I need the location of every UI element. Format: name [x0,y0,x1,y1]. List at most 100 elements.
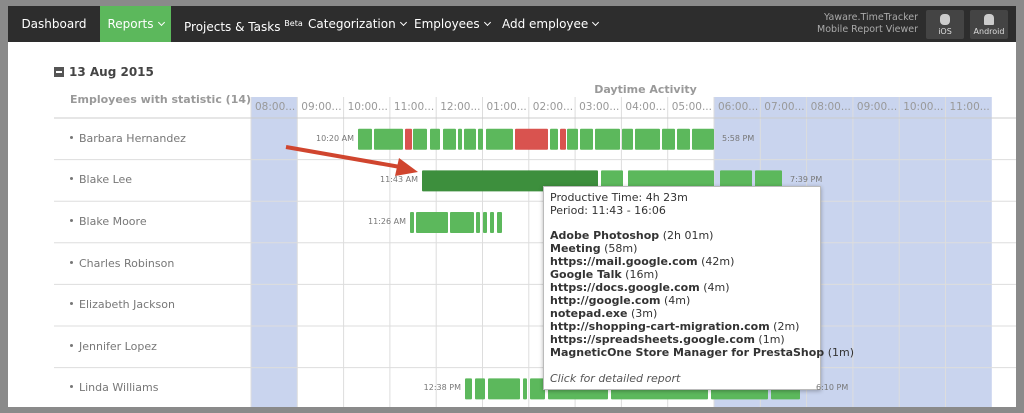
employee-label: Blake Lee [79,173,133,187]
employee-label: Jennifer Lopez [79,339,157,353]
nav-item[interactable]: Projects & Tasks Beta [184,6,303,42]
activity-segment [488,378,520,400]
hour-label: 10:00... [347,101,388,113]
app-time: (2h 01m) [662,229,714,242]
nav-item[interactable]: Reports [100,6,171,42]
hour-label: 11:00... [393,101,435,113]
app-entry: http://google.com (4m) [550,294,814,307]
activity-segment [692,128,714,150]
activity-segment [475,378,485,400]
start-time: 11:26 AM [368,217,406,226]
app-name: Google Talk [550,268,622,281]
employee-name: Barbara Hernandez [70,132,186,145]
employee-name: Blake Lee [70,173,132,186]
android-button[interactable]: Android [970,10,1008,39]
app-entry: https://spreadsheets.google.com (1m) [550,333,814,346]
platform-label[interactable]: iOS [938,27,952,36]
start-time: 11:43 AM [380,175,418,185]
nav-item[interactable]: Employees [414,6,491,42]
bullet [70,302,73,306]
nav-label[interactable]: Projects & Tasks [184,20,281,34]
app-name: https://spreadsheets.google.com [550,333,755,346]
app-name: MagneticOne Store Manager for PrestaShop [550,346,825,359]
app-entry: notepad.exe (3m) [550,307,814,320]
app-name: Adobe Photoshop [550,229,660,242]
app-time: (4m) [703,281,730,294]
nav-label[interactable]: Reports [107,17,154,31]
app-name: Meeting [550,242,601,255]
nav-item[interactable]: Add employee [502,6,600,42]
app-line: Yaware.TimeTracker [824,12,918,23]
nav-item[interactable]: Categorization [308,6,407,42]
app-name: http://shopping-cart-migration.com [550,320,770,333]
bullet [70,343,73,347]
date-header: 13 Aug 2015 [69,65,154,79]
nav-item[interactable]: Dashboard [8,6,100,42]
hour-label: 01:00... [486,101,527,113]
nav-label[interactable]: Categorization [308,17,396,31]
app-time: (1m) [827,346,854,359]
navbar: Dashboard Reports Projects & Tasks Beta … [8,6,1016,42]
nav-label[interactable]: Employees [414,17,480,31]
window: Dashboard Reports Projects & Tasks Beta … [8,6,1016,407]
activity-segment [560,128,566,150]
employee-label: Blake Moore [79,215,147,228]
activity-segment [413,128,427,150]
hour-label: 05:00... [671,101,712,113]
activity-segment [677,128,690,150]
activity-segment [595,128,620,150]
app-entry: Adobe Photoshop (2h 01m) [550,229,814,242]
bullet [70,219,73,222]
hour-label: 07:00... [764,101,805,113]
app-entry: Google Talk (16m) [550,268,814,281]
app-time: (16m) [625,268,659,281]
activity-segment [430,128,440,150]
timeline [54,97,1016,407]
icon [984,14,994,25]
hour-label: 11:00... [949,101,990,113]
app-time: (58m) [604,242,638,255]
collapse-toggle[interactable] [54,67,64,77]
arrow [285,145,407,170]
activity-segment [497,212,502,233]
platform-label[interactable]: Android [973,27,1005,36]
hour-label: 04:00... [625,101,666,113]
productive-time: Productive Time: 4h 23m [550,191,688,204]
activity-segment [622,128,633,150]
activity-segment [662,128,675,150]
period: Period: 11:43 - 16:06 [550,204,666,217]
start-time: 10:20 AM [316,133,354,143]
tooltip[interactable]: Productive Time: 4h 23m Period: 11:43 - … [543,186,854,390]
employee-label: Charles Robinson [79,256,175,270]
ios-button[interactable]: iOS [926,10,964,39]
activity-header: Daytime Activity [594,83,697,96]
employee-label: Linda Williams [79,381,159,395]
employee-name: Elizabeth Jackson [70,298,175,311]
activity-segment [635,128,660,150]
activity-segment [530,378,545,400]
activity-segment [458,128,462,150]
off-hours [251,97,298,407]
nav-label[interactable]: Dashboard [21,17,87,31]
detail-link[interactable]: Click for detailed report [550,372,681,385]
activity-segment [550,128,558,150]
nav-label[interactable]: Add employee [502,17,589,31]
employee-label: Barbara Hernandez [79,131,186,145]
app-name: http://google.com [550,294,661,307]
end-time: 6:10 PM [816,383,849,393]
bullet [70,135,73,139]
activity-segment [483,212,487,233]
app-entry: http://shopping-cart-migration.com (2m) [550,320,814,333]
activity-segment [443,128,456,150]
activity-segment [358,128,372,150]
beta-badge: Beta [284,19,303,28]
hour-label: 09:00... [856,101,898,113]
activity-segment [567,128,578,150]
minus [56,71,62,73]
activity-segment [464,128,476,150]
activity-segment [486,128,513,150]
app-time: (42m) [701,255,735,268]
app-time: (1m) [758,333,785,346]
app-time: (2m) [773,320,800,333]
